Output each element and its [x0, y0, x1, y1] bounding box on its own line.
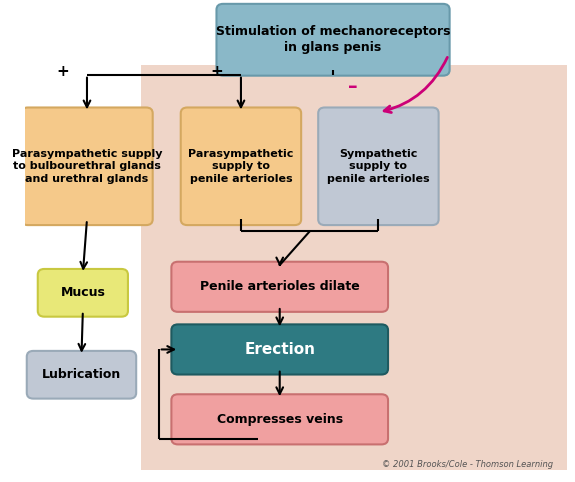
Text: Mucus: Mucus	[60, 286, 105, 299]
Text: Parasympathetic supply
to bulbourethral glands
and urethral glands: Parasympathetic supply to bulbourethral …	[12, 149, 162, 184]
FancyBboxPatch shape	[38, 269, 128, 317]
Text: Erection: Erection	[244, 342, 315, 357]
FancyBboxPatch shape	[216, 4, 450, 76]
Text: Lubrication: Lubrication	[42, 368, 121, 381]
FancyBboxPatch shape	[318, 107, 439, 225]
Text: Parasympathetic
supply to
penile arterioles: Parasympathetic supply to penile arterio…	[188, 149, 294, 184]
FancyBboxPatch shape	[141, 65, 567, 470]
Text: –: –	[348, 77, 358, 96]
Text: Compresses veins: Compresses veins	[217, 413, 343, 426]
FancyBboxPatch shape	[171, 394, 388, 444]
FancyBboxPatch shape	[181, 107, 301, 225]
Text: +: +	[57, 64, 70, 80]
Text: Sympathetic
supply to
penile arterioles: Sympathetic supply to penile arterioles	[327, 149, 430, 184]
Text: © 2001 Brooks/Cole - Thomson Learning: © 2001 Brooks/Cole - Thomson Learning	[382, 459, 553, 469]
Text: Penile arterioles dilate: Penile arterioles dilate	[200, 281, 359, 293]
FancyBboxPatch shape	[27, 351, 136, 399]
FancyBboxPatch shape	[21, 107, 153, 225]
Text: +: +	[210, 64, 224, 80]
FancyBboxPatch shape	[171, 262, 388, 312]
FancyBboxPatch shape	[171, 324, 388, 375]
Text: Stimulation of mechanoreceptors
in glans penis: Stimulation of mechanoreceptors in glans…	[216, 25, 450, 54]
